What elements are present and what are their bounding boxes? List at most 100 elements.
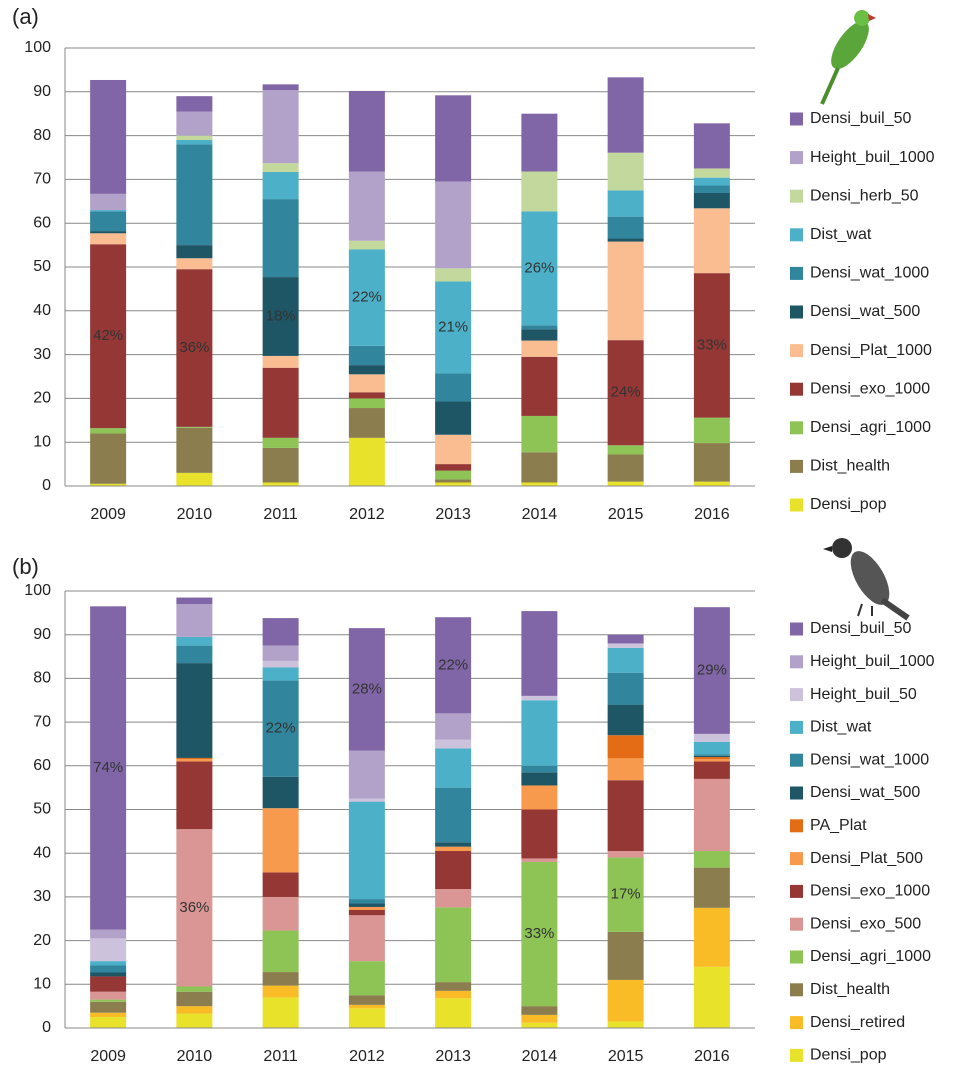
data-label: 22%: [438, 656, 468, 673]
bar-segment: [435, 998, 472, 1028]
legend-swatch: [790, 622, 803, 636]
bar-segment: [693, 607, 730, 734]
bar-segment: [693, 761, 730, 779]
legend-swatch: [790, 266, 803, 280]
legend-swatch: [790, 753, 803, 767]
bar-segment: [90, 211, 127, 232]
legend-swatch: [790, 1016, 803, 1030]
y-tick-label: 50: [33, 258, 51, 275]
x-tick-label: 2016: [694, 506, 730, 523]
bar-segment: [435, 713, 472, 740]
bar-segment: [435, 842, 472, 847]
legend-label: Densi_Plat_500: [810, 850, 923, 867]
bar-segment: [348, 374, 385, 393]
bar-segment: [262, 84, 299, 91]
legend-label: Densi_buil_50: [810, 110, 912, 127]
bar-segment: [607, 77, 644, 153]
bar-segment: [693, 208, 730, 274]
bar-segment: [693, 754, 730, 756]
bar-segment: [521, 340, 558, 357]
legend-swatch: [790, 189, 803, 203]
bar-segment: [693, 759, 730, 762]
legend-label: Densi_agri_1000: [810, 419, 931, 436]
bar-segment: [176, 645, 213, 664]
legend-label: Densi_exo_1000: [810, 380, 930, 397]
bar-segment: [693, 757, 730, 760]
bar-segment: [435, 787, 472, 843]
bar-segment: [176, 759, 213, 762]
bar-segment: [607, 190, 644, 217]
data-label: 33%: [524, 925, 554, 942]
bar-segment: [262, 199, 299, 278]
bar-segment: [521, 171, 558, 212]
legend-swatch: [790, 382, 803, 396]
legend-swatch: [790, 151, 803, 165]
legend-label: Height_buil_1000: [810, 149, 935, 166]
bar-segment: [693, 417, 730, 444]
bar-segment: [348, 90, 385, 172]
bar-segment: [521, 211, 558, 326]
bar-segment: [90, 433, 127, 484]
bar-segment: [262, 618, 299, 646]
bar-segment: [348, 392, 385, 399]
legend-label: Densi_pop: [810, 496, 887, 513]
y-tick-label: 70: [33, 171, 51, 188]
bar-segment: [348, 906, 385, 911]
bar-segment: [435, 617, 472, 714]
x-tick-label: 2016: [694, 1048, 730, 1065]
legend-swatch: [790, 852, 803, 866]
legend-swatch: [790, 786, 803, 800]
bar-segment: [176, 111, 213, 136]
bar-segment: [176, 597, 213, 605]
bar-segment: [693, 966, 730, 1028]
bar-segment: [521, 861, 558, 1007]
bar-segment: [435, 95, 472, 182]
bar-segment: [521, 785, 558, 810]
bar-segment: [521, 765, 558, 773]
bar-segment: [693, 273, 730, 418]
bar-segment: [435, 373, 472, 402]
bar-segment: [348, 345, 385, 366]
bar-segment: [176, 96, 213, 112]
legend-label: Densi_pop: [810, 1047, 887, 1064]
bar-segment: [176, 245, 213, 259]
bar-segment: [176, 269, 213, 427]
bar-segment: [693, 185, 730, 193]
bar-segment: [607, 672, 644, 705]
bar-segment: [693, 778, 730, 852]
data-label: 42%: [93, 327, 123, 344]
y-tick-label: 50: [33, 801, 51, 818]
bar-segment: [176, 426, 213, 428]
bar-segment: [607, 481, 644, 486]
data-label: 22%: [266, 720, 296, 737]
bar-segment: [176, 1013, 213, 1028]
bar-segment: [607, 851, 644, 858]
bar-segment: [176, 604, 213, 637]
x-tick-label: 2012: [349, 1048, 385, 1065]
data-label: 33%: [697, 336, 727, 353]
bar-segment: [693, 443, 730, 482]
bar-segment: [348, 915, 385, 962]
bar-segment: [607, 340, 644, 446]
bar-segment: [348, 171, 385, 241]
legend-swatch: [790, 917, 803, 931]
bar-segment: [348, 365, 385, 375]
legend-label: Densi_wat_500: [810, 784, 920, 801]
bar-segment: [693, 481, 730, 486]
legend-label: Densi_exo_500: [810, 915, 921, 932]
bar-segment: [693, 733, 730, 742]
bar-segment: [521, 356, 558, 416]
bar-segment: [90, 606, 127, 930]
legend-swatch: [790, 1048, 803, 1062]
y-tick-label: 90: [33, 83, 51, 100]
bar-segment: [521, 772, 558, 786]
bar-segment: [607, 931, 644, 980]
legend-label: Densi_buil_50: [810, 620, 912, 637]
bar-segment: [90, 233, 127, 245]
bar-segment: [693, 177, 730, 186]
legend-label: Height_buil_50: [810, 686, 917, 703]
bar-segment: [521, 611, 558, 696]
bar-segment: [176, 829, 213, 987]
bar-segment: [435, 464, 472, 471]
